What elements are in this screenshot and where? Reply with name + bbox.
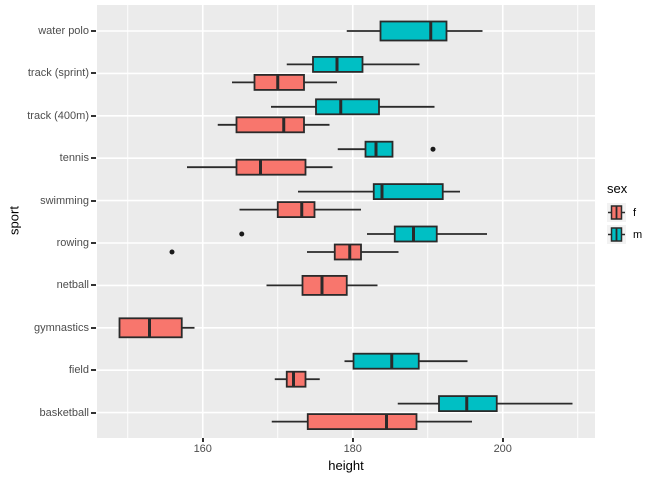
y-tick-label-water-polo: water polo bbox=[38, 25, 89, 37]
boxplot-basketball-m bbox=[397, 395, 573, 413]
box bbox=[306, 413, 418, 431]
x-tick-label-160: 160 bbox=[193, 443, 212, 455]
boxplot-rowing-f bbox=[169, 243, 399, 261]
y-tick-mark bbox=[91, 72, 96, 75]
y-tick-label-track-sprint-: track (sprint) bbox=[27, 67, 89, 80]
legend-key-boxplot-icon bbox=[607, 225, 626, 244]
legend-entry-f: f bbox=[607, 203, 671, 222]
boxplot-field-f bbox=[274, 370, 320, 388]
outlier-point bbox=[239, 231, 245, 237]
x-tick-mark bbox=[201, 438, 204, 442]
y-tick-mark bbox=[91, 369, 96, 372]
y-tick-label-gymnastics: gymnastics bbox=[33, 321, 89, 334]
box bbox=[333, 243, 362, 261]
boxplot-swimming-m bbox=[298, 183, 460, 201]
y-tick-mark bbox=[91, 199, 96, 202]
legend-entry-m: m bbox=[607, 225, 671, 244]
y-axis-title: sport bbox=[6, 206, 22, 235]
boxplot-track-sprint--f bbox=[232, 74, 337, 91]
y-tick-label-field: field bbox=[68, 364, 89, 377]
outlier-point bbox=[169, 249, 175, 255]
box bbox=[285, 370, 307, 388]
boxplot-netball-f bbox=[266, 274, 378, 296]
x-axis-title: height bbox=[328, 458, 364, 473]
boxplot-track-400m--m bbox=[271, 98, 435, 116]
y-tick-label-swimming: swimming bbox=[40, 194, 89, 207]
boxplot-track-sprint--m bbox=[286, 56, 420, 73]
y-tick-label-rowing: rowing bbox=[56, 237, 89, 249]
y-tick-mark bbox=[91, 114, 96, 117]
boxplot-water-polo-m bbox=[346, 20, 483, 42]
box bbox=[315, 98, 380, 116]
plot-panel bbox=[97, 5, 595, 438]
box bbox=[372, 183, 444, 201]
box bbox=[235, 116, 305, 134]
y-tick-label-tennis: tennis bbox=[59, 152, 89, 165]
y-tick-mark bbox=[91, 30, 96, 32]
boxplot-gymnastics-f bbox=[118, 317, 195, 339]
box bbox=[393, 225, 438, 243]
boxplot-swimming-f bbox=[239, 201, 361, 219]
box bbox=[301, 274, 348, 296]
x-tick-mark bbox=[351, 438, 354, 442]
box bbox=[379, 20, 448, 42]
y-tick-label-track-400m-: track (400m) bbox=[27, 109, 89, 122]
boxplot-track-400m--f bbox=[217, 116, 330, 134]
y-tick-mark bbox=[91, 411, 96, 414]
x-tick-label-180: 180 bbox=[343, 443, 362, 455]
boxplot-field-m bbox=[344, 352, 468, 370]
y-tick-mark bbox=[91, 242, 96, 244]
y-tick-mark bbox=[91, 157, 96, 160]
y-tick-label-netball: netball bbox=[56, 279, 89, 292]
legend-label: f bbox=[633, 206, 637, 219]
boxplot-tennis-f bbox=[187, 158, 333, 176]
legend-key-boxplot-icon bbox=[607, 203, 626, 222]
box bbox=[352, 352, 420, 370]
y-tick-label-basketball: basketball bbox=[39, 406, 89, 419]
box bbox=[364, 140, 394, 158]
boxplot-basketball-f bbox=[271, 413, 472, 431]
boxplot-tennis-m bbox=[337, 140, 436, 158]
legend-title: sex bbox=[607, 181, 628, 196]
boxplot-rowing-m bbox=[239, 225, 487, 243]
y-tick-mark bbox=[91, 326, 96, 329]
outlier-point bbox=[430, 146, 436, 152]
box bbox=[235, 158, 307, 176]
legend-label: m bbox=[633, 228, 643, 241]
boxplot-canvas bbox=[97, 5, 595, 438]
x-tick-label-200: 200 bbox=[493, 443, 512, 455]
x-tick-mark bbox=[501, 438, 504, 442]
y-tick-mark bbox=[91, 284, 96, 287]
box bbox=[276, 201, 316, 219]
